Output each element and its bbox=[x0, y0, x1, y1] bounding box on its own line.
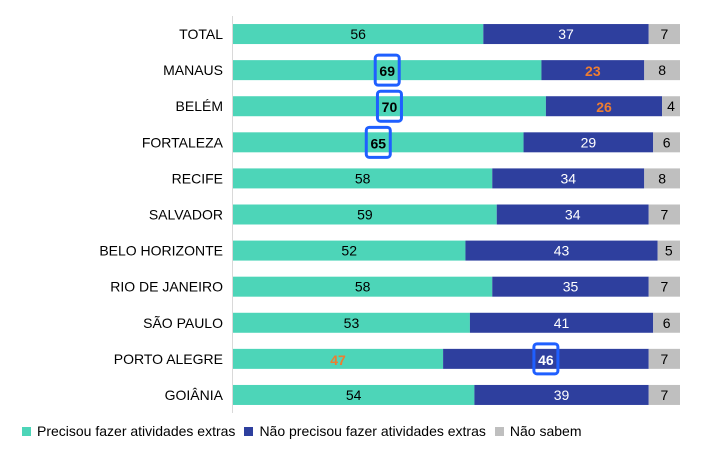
value-label-nao-precisou-fazer-atividades-extras-recife: 34 bbox=[560, 170, 576, 186]
legend-label-nao-precisou: Não precisou fazer atividades extras bbox=[259, 423, 486, 439]
bar-nao-precisou-fazer-atividades-extras-belem bbox=[545, 96, 663, 117]
bar-precisou-fazer-atividades-extras-fortaleza bbox=[233, 132, 524, 153]
bar-precisou-fazer-atividades-extras-recife bbox=[233, 168, 493, 189]
value-label-precisou-fazer-atividades-extras-belo-horizonte: 52 bbox=[341, 243, 357, 259]
bar-nao-precisou-fazer-atividades-extras-rio-de-janeiro bbox=[492, 276, 649, 297]
value-label-precisou-fazer-atividades-extras-rio-de-janeiro: 58 bbox=[355, 279, 371, 295]
value-label-nao-precisou-fazer-atividades-extras-salvador: 34 bbox=[565, 207, 581, 223]
value-label-nao-sabem-belo-horizonte: 5 bbox=[665, 243, 673, 259]
value-label-nao-precisou-fazer-atividades-extras-fortaleza: 29 bbox=[581, 134, 597, 150]
value-label-precisou-fazer-atividades-extras-salvador: 59 bbox=[357, 207, 373, 223]
value-label-nao-sabem-salvador: 7 bbox=[660, 207, 668, 223]
bar-nao-precisou-fazer-atividades-extras-salvador bbox=[496, 204, 649, 225]
value-label-precisou-fazer-atividades-extras-total: 56 bbox=[350, 26, 366, 42]
bar-nao-precisou-fazer-atividades-extras-sao-paulo bbox=[469, 312, 654, 333]
highlight-box-precisou-fazer-atividades-extras-belem bbox=[375, 89, 403, 123]
bar-precisou-fazer-atividades-extras-salvador bbox=[233, 204, 497, 225]
highlight-box-precisou-fazer-atividades-extras-fortaleza bbox=[364, 125, 392, 159]
bar-precisou-fazer-atividades-extras-belo-horizonte bbox=[233, 240, 466, 261]
value-label-precisou-fazer-atividades-extras-sao-paulo: 53 bbox=[344, 315, 360, 331]
category-label-total: TOTAL bbox=[179, 26, 223, 42]
value-label-precisou-fazer-atividades-extras-goiania: 54 bbox=[346, 387, 362, 403]
legend-swatch-nao-precisou bbox=[244, 426, 254, 436]
bar-precisou-fazer-atividades-extras-porto-alegre bbox=[233, 348, 444, 369]
value-label-precisou-fazer-atividades-extras-belem: 70 bbox=[382, 99, 398, 115]
value-label-precisou-fazer-atividades-extras-fortaleza: 65 bbox=[370, 135, 386, 151]
bar-nao-sabem-belem bbox=[662, 96, 680, 117]
category-label-belo-horizonte: BELO HORIZONTE bbox=[99, 243, 223, 259]
value-label-nao-sabem-porto-alegre: 7 bbox=[660, 351, 668, 367]
bar-nao-sabem-porto-alegre bbox=[648, 348, 680, 369]
value-label-nao-precisou-fazer-atividades-extras-rio-de-janeiro: 35 bbox=[563, 279, 579, 295]
bar-nao-sabem-goiania bbox=[648, 384, 680, 405]
category-label-rio-de-janeiro: RIO DE JANEIRO bbox=[110, 279, 223, 295]
bar-precisou-fazer-atividades-extras-total bbox=[233, 24, 484, 45]
value-label-nao-sabem-rio-de-janeiro: 7 bbox=[660, 279, 668, 295]
value-label-nao-sabem-recife: 8 bbox=[658, 170, 666, 186]
category-label-goiania: GOIÂNIA bbox=[165, 387, 224, 403]
value-label-nao-precisou-fazer-atividades-extras-total: 37 bbox=[558, 26, 574, 42]
bar-nao-precisou-fazer-atividades-extras-goiania bbox=[474, 384, 649, 405]
bar-precisou-fazer-atividades-extras-sao-paulo bbox=[233, 312, 470, 333]
category-label-porto-alegre: PORTO ALEGRE bbox=[114, 351, 223, 367]
value-label-nao-sabem-goiania: 7 bbox=[660, 387, 668, 403]
legend-label-precisou: Precisou fazer atividades extras bbox=[37, 423, 236, 439]
value-label-precisou-fazer-atividades-extras-recife: 58 bbox=[355, 170, 371, 186]
legend-item-nao-sabem: Não sabem bbox=[494, 423, 582, 439]
legend-swatch-nao-sabem bbox=[494, 426, 504, 436]
value-label-nao-sabem-belem: 4 bbox=[667, 98, 675, 114]
bar-precisou-fazer-atividades-extras-goiania bbox=[233, 384, 475, 405]
value-label-nao-precisou-fazer-atividades-extras-belo-horizonte: 43 bbox=[554, 243, 570, 259]
bar-nao-precisou-fazer-atividades-extras-recife bbox=[492, 168, 645, 189]
bar-nao-precisou-fazer-atividades-extras-porto-alegre bbox=[443, 348, 649, 369]
category-label-belem: BELÉM bbox=[176, 98, 223, 114]
value-label-nao-sabem-total: 7 bbox=[660, 26, 668, 42]
highlight-box-nao-precisou-fazer-atividades-extras-porto-alegre bbox=[532, 342, 560, 376]
value-label-precisou-fazer-atividades-extras-manaus: 69 bbox=[379, 63, 395, 79]
value-label-nao-precisou-fazer-atividades-extras-porto-alegre: 46 bbox=[538, 352, 554, 368]
legend-item-precisou: Precisou fazer atividades extras bbox=[22, 423, 235, 439]
value-label-precisou-fazer-atividades-extras-porto-alegre: 47 bbox=[330, 352, 346, 368]
value-label-nao-sabem-fortaleza: 6 bbox=[663, 134, 671, 150]
value-label-nao-sabem-manaus: 8 bbox=[658, 62, 666, 78]
bar-precisou-fazer-atividades-extras-belem bbox=[233, 96, 546, 117]
value-label-nao-sabem-sao-paulo: 6 bbox=[663, 315, 671, 331]
bar-nao-sabem-belo-horizonte bbox=[657, 240, 680, 261]
bar-nao-sabem-fortaleza bbox=[653, 132, 680, 153]
highlight-box-precisou-fazer-atividades-extras-manaus bbox=[373, 53, 401, 87]
bar-nao-sabem-total bbox=[648, 24, 680, 45]
category-label-manaus: MANAUS bbox=[163, 62, 223, 78]
bar-nao-sabem-salvador bbox=[648, 204, 680, 225]
value-label-nao-precisou-fazer-atividades-extras-manaus: 23 bbox=[585, 63, 601, 79]
bar-precisou-fazer-atividades-extras-rio-de-janeiro bbox=[233, 276, 493, 297]
bar-nao-precisou-fazer-atividades-extras-manaus bbox=[541, 60, 645, 81]
bars-layer bbox=[233, 24, 680, 405]
category-label-recife: RECIFE bbox=[172, 170, 223, 186]
bar-nao-sabem-recife bbox=[644, 168, 680, 189]
category-label-salvador: SALVADOR bbox=[149, 207, 223, 223]
bar-precisou-fazer-atividades-extras-manaus bbox=[233, 60, 542, 81]
legend-label-nao-sabem: Não sabem bbox=[509, 423, 582, 439]
value-label-nao-precisou-fazer-atividades-extras-belem: 26 bbox=[596, 99, 612, 115]
value-label-nao-precisou-fazer-atividades-extras-sao-paulo: 41 bbox=[554, 315, 570, 331]
category-label-sao-paulo: SÃO PAULO bbox=[143, 315, 223, 331]
value-label-nao-precisou-fazer-atividades-extras-goiania: 39 bbox=[554, 387, 570, 403]
legend-swatch-precisou bbox=[22, 426, 31, 436]
bar-nao-sabem-sao-paulo bbox=[653, 312, 680, 333]
bar-nao-precisou-fazer-atividades-extras-belo-horizonte bbox=[465, 240, 658, 261]
bar-nao-sabem-rio-de-janeiro bbox=[648, 276, 680, 297]
category-label-fortaleza: FORTALEZA bbox=[142, 134, 224, 150]
bar-nao-precisou-fazer-atividades-extras-fortaleza bbox=[523, 132, 654, 153]
legend-item-nao-precisou: Não precisou fazer atividades extras bbox=[244, 423, 486, 439]
bar-nao-sabem-manaus bbox=[644, 60, 680, 81]
bar-nao-precisou-fazer-atividades-extras-total bbox=[483, 24, 649, 45]
legend: Precisou fazer atividades extras Não pre… bbox=[22, 423, 590, 439]
